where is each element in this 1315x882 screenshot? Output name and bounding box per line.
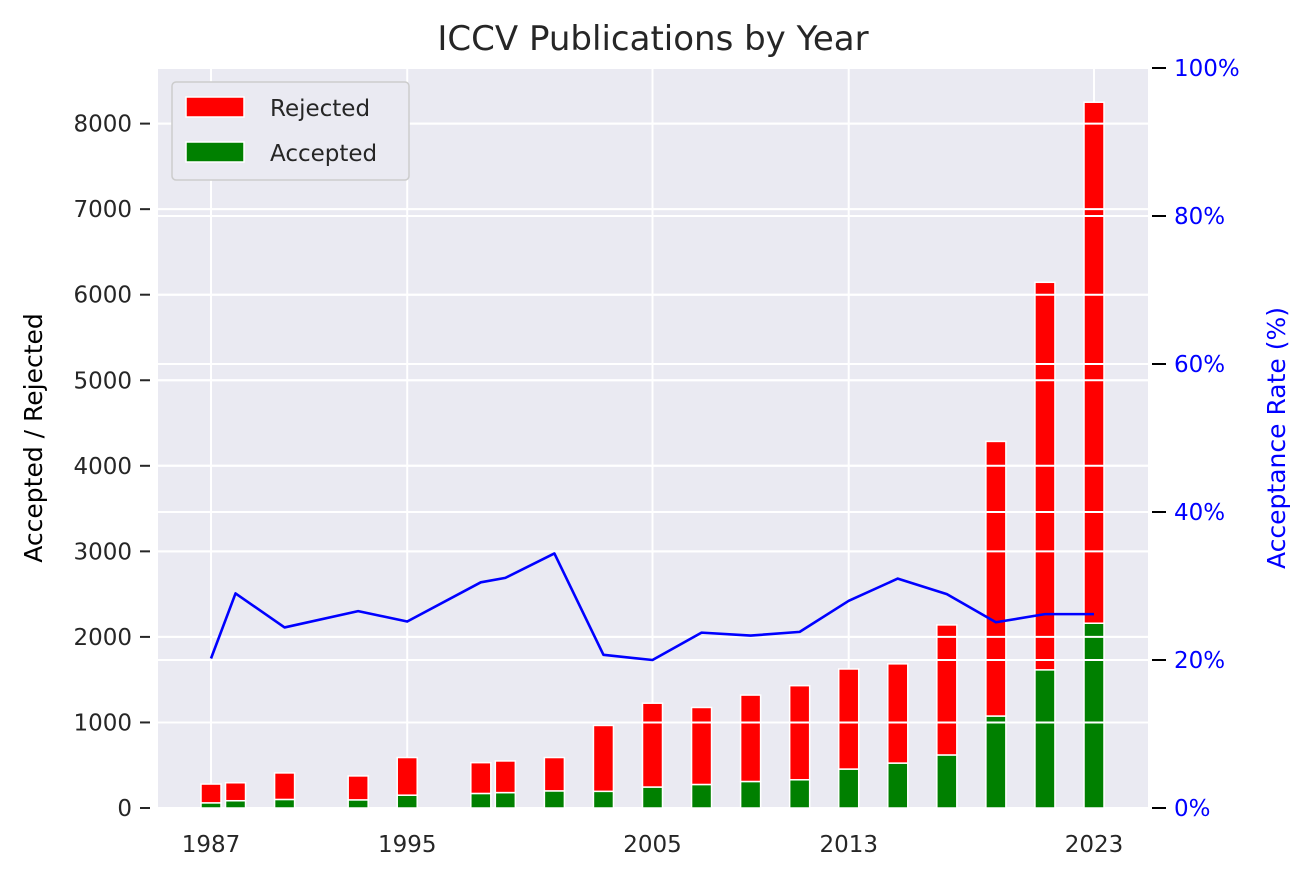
bar-accepted-1993 bbox=[347, 799, 369, 809]
axes: 0 1000 2000 3000 4000 5000 6000 7000 8000 1987 199… bbox=[73, 56, 1239, 858]
bar-accepted-1998 bbox=[470, 792, 492, 809]
bar-accepted-2001 bbox=[543, 790, 566, 809]
y2-tick-label-80: 80% bbox=[1174, 204, 1225, 230]
chart-title: ICCV Publications by Year bbox=[437, 19, 868, 59]
bar-accepted-2009 bbox=[739, 780, 762, 809]
bar-rejected-2009 bbox=[739, 694, 762, 783]
y2-tick-label-60: 60% bbox=[1174, 352, 1225, 378]
y-tick-label-8000: 8000 bbox=[73, 112, 132, 138]
bar-rejected-2007 bbox=[690, 706, 713, 786]
bar-rejected-2023 bbox=[1083, 101, 1105, 624]
bar-accepted-1995 bbox=[396, 794, 418, 809]
y-tick-label-3000: 3000 bbox=[73, 539, 132, 565]
y-tick-label-6000: 6000 bbox=[73, 283, 132, 309]
bar-rejected-2005 bbox=[641, 702, 664, 788]
bar-accepted-2023 bbox=[1083, 622, 1105, 809]
y2-tick-label-100: 100% bbox=[1174, 56, 1240, 82]
bar-rejected-1993 bbox=[347, 775, 369, 801]
y-tick-label-2000: 2000 bbox=[73, 625, 132, 651]
x-tick-label-1995: 1995 bbox=[378, 832, 437, 858]
y2-tick-label-0: 0% bbox=[1174, 796, 1211, 822]
y-tick-label-1000: 1000 bbox=[73, 710, 132, 736]
y2-tick-label-20: 20% bbox=[1174, 648, 1225, 674]
bar-accepted-2005 bbox=[641, 786, 664, 809]
bar-rejected-1987 bbox=[200, 783, 222, 804]
y2-tick-label-40: 40% bbox=[1174, 500, 1225, 526]
bar-rejected-2011 bbox=[788, 684, 811, 781]
bar-accepted-2019 bbox=[985, 715, 1007, 809]
y-tick-label-7000: 7000 bbox=[73, 197, 132, 223]
x-tick-label-2013: 2013 bbox=[819, 832, 878, 858]
legend-swatch-accepted bbox=[185, 141, 245, 163]
bar-accepted-2011 bbox=[788, 779, 811, 809]
bar-rejected-2017 bbox=[936, 624, 958, 756]
bar-accepted-2015 bbox=[887, 762, 909, 809]
bar-rejected-2019 bbox=[985, 440, 1007, 717]
legend: Rejected Accepted bbox=[171, 81, 410, 181]
x-tick-label-1987: 1987 bbox=[182, 832, 241, 858]
bar-rejected-1988 bbox=[224, 782, 247, 802]
bar-rejected-2003 bbox=[592, 724, 615, 793]
bar-rejected-1990 bbox=[273, 772, 296, 801]
y-tick-label-5000: 5000 bbox=[73, 368, 132, 394]
acceptance-rate-line bbox=[209, 552, 1094, 662]
acceptance-rate-line-group bbox=[209, 552, 1094, 662]
y-axis-left-title: Accepted / Rejected bbox=[19, 313, 48, 563]
bar-rejected-1995 bbox=[396, 756, 418, 796]
legend-swatch-rejected bbox=[185, 96, 245, 118]
bar-rejected-1999 bbox=[494, 760, 517, 794]
bar-accepted-2013 bbox=[837, 768, 860, 809]
bar-rejected-1998 bbox=[470, 761, 492, 795]
x-tick-label-2023: 2023 bbox=[1065, 832, 1124, 858]
legend-label-rejected: Rejected bbox=[270, 96, 370, 122]
bar-rejected-2013 bbox=[837, 668, 860, 770]
bar-rejected-2015 bbox=[887, 663, 909, 764]
bar-rejected-2001 bbox=[543, 756, 566, 792]
y-tick-label-4000: 4000 bbox=[73, 454, 132, 480]
bar-accepted-1987 bbox=[200, 802, 222, 809]
bar-accepted-2017 bbox=[936, 754, 958, 809]
bar-accepted-1990 bbox=[273, 798, 296, 809]
bar-accepted-2003 bbox=[592, 790, 615, 809]
x-tick-label-2005: 2005 bbox=[623, 832, 682, 858]
bar-accepted-1999 bbox=[494, 791, 517, 809]
bar-accepted-2007 bbox=[690, 783, 713, 809]
bar-rejected-2021 bbox=[1034, 281, 1056, 671]
legend-label-accepted: Accepted bbox=[270, 141, 377, 167]
y-tick-label-0: 0 bbox=[117, 796, 132, 822]
y-axis-right-title: Acceptance Rate (%) bbox=[1262, 307, 1291, 569]
bar-accepted-1988 bbox=[224, 799, 247, 809]
bar-accepted-2021 bbox=[1034, 669, 1056, 809]
